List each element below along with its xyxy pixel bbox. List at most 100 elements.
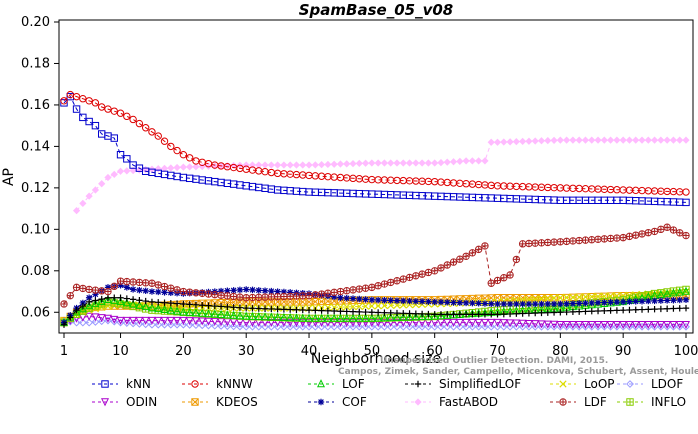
series-point-cof [85,294,93,301]
series-point-ldof [355,322,364,331]
series-point-simplifiedlof [173,300,181,307]
series-point-loop [512,297,520,305]
series-point-ldof [261,322,269,331]
series-point-ldof [311,322,320,331]
series-point-fastabod [173,163,181,172]
series-point-fastabod [676,136,684,144]
series-point-fastabod [72,207,81,215]
series-point-cof [519,300,526,308]
series-point-loop [556,294,564,302]
series-point-fastabod [544,136,552,145]
legend-label-knnw: kNNW [216,377,253,391]
series-point-cof [462,299,470,307]
series-point-odin [166,316,175,325]
legend-label-simplifiedlof: SimplifiedLOF [439,377,521,391]
series-point-ldf [336,287,345,296]
series-point-odin [455,318,464,327]
series-point-simplifiedlof [381,309,388,316]
series-point-fastabod [600,136,608,144]
series-point-lof [305,313,314,322]
series-point-fastabod [418,159,426,167]
series-point-knnw [72,92,81,101]
series-point-odin [122,316,131,325]
series-point-ldf [261,293,269,301]
series-point-cof [550,300,558,308]
series-point-ldf [676,229,684,237]
series-point-cof [368,296,376,304]
series-point-cof [161,289,168,296]
series-knnw [60,90,690,196]
series-point-odin [462,318,471,327]
series-point-ldof [198,321,207,330]
legend-marker-kdeos [191,398,199,406]
series-point-ldof [405,322,414,331]
series-point-lof [91,299,100,308]
series-point-simplifiedlof [255,305,262,312]
series-point-ldf [405,273,414,282]
series-point-cof [381,297,388,304]
series-point-cof [337,294,344,301]
series-point-ldf [500,274,508,282]
series-point-cof [475,300,482,307]
series-point-knnw [148,128,156,136]
series-point-loop [374,302,382,310]
series-point-simplifiedlof [211,302,218,310]
series-point-fastabod [537,137,546,145]
series-point-knnw [154,132,162,140]
series-point-loop [349,303,357,311]
series-point-lof [154,304,163,313]
series-point-fastabod [663,136,671,144]
series-point-ldf [418,270,426,278]
series-point-ldf [267,293,276,301]
series-point-fastabod [550,136,558,145]
series-point-lof [323,313,332,322]
series-point-lof [198,308,207,317]
legend-item-cof: COF [308,395,367,409]
series-point-ldof [581,322,590,331]
series-point-ldof [374,322,383,331]
series-point-knnw [160,137,169,145]
series-point-ldf [229,292,238,301]
series-point-fastabod [230,161,238,170]
series-point-ldof [185,321,194,329]
series-point-simplifiedlof [594,307,602,315]
series-point-ldf [625,232,634,241]
series-point-ldof [85,318,94,327]
series-point-simplifiedlof [286,306,294,313]
series-point-simplifiedlof [462,311,470,318]
series-point-odin [587,321,596,330]
series-point-cof [167,289,175,296]
x-tick-label: 10 [112,344,129,359]
series-point-ldf [104,287,112,296]
series-point-lof [173,306,182,315]
series-point-fastabod [569,136,577,144]
series-point-fastabod [393,159,401,167]
series-point-ldof [437,322,445,331]
series-point-ldf [481,242,489,250]
series-point-simplifiedlof [148,298,156,306]
series-point-lof [103,295,112,304]
series-point-lof [129,299,138,308]
legend-item-inflo: INFLO [617,395,686,409]
series-point-fastabod [556,136,564,144]
series-point-cof [525,300,533,308]
series-point-ldf [311,291,320,299]
series-point-loop [613,292,621,300]
series-point-lof [392,312,401,321]
legend-label-ldf: LDF [584,395,607,409]
series-point-fastabod [625,136,634,144]
series-point-fastabod [613,136,621,144]
series-point-cof [450,299,457,306]
series-point-fastabod [462,157,470,165]
series-point-ldof [317,322,326,331]
series-point-cof [456,299,464,306]
series-point-ldf [462,252,470,260]
series-point-ldof [204,321,213,330]
series-point-simplifiedlof [67,314,74,321]
series-point-odin [524,319,533,328]
series-point-fastabod [588,136,596,144]
series-point-odin [110,315,119,324]
series-point-ldof [242,322,251,331]
series-point-ldof [141,320,150,329]
series-point-simplifiedlof [312,307,319,314]
